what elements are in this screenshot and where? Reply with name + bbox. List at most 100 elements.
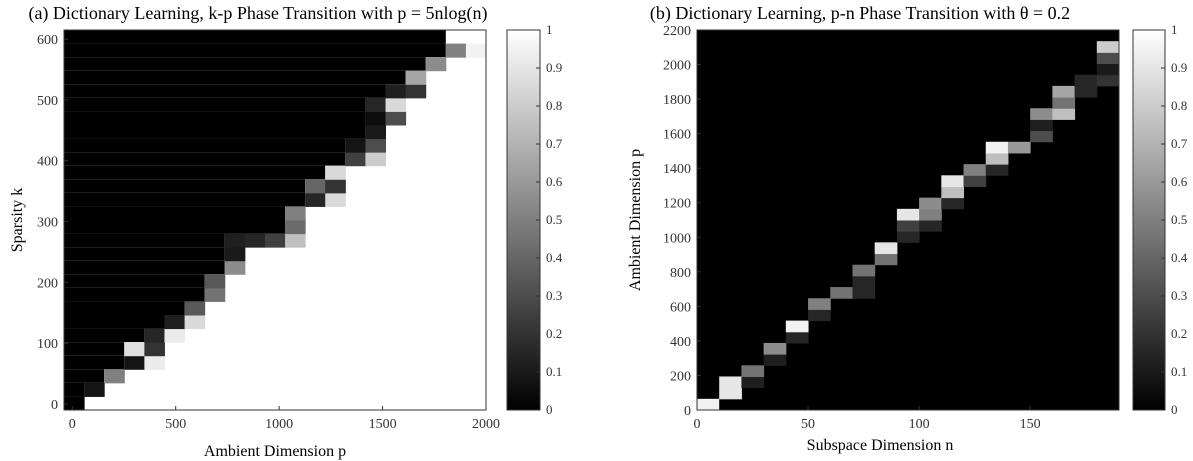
- heatmap-cell: [64, 43, 446, 58]
- heatmap-cell: [104, 369, 125, 384]
- heatmap-cell: [405, 70, 427, 85]
- y-tick-label: 300: [37, 216, 58, 231]
- heatmap-cell: [785, 320, 809, 333]
- panel-b-ticks: 0 50 100 150 0 200 400 600 800 1000 1200 1400 1600 18…: [663, 24, 1041, 432]
- colorbar-tick-label: 0.5: [546, 212, 562, 227]
- colorbar-tick-label: 0.9: [546, 60, 562, 75]
- panel-a: (a) Dictionary Learning, k-p Phase Trans…: [9, 3, 563, 460]
- heatmap-cell: [919, 220, 942, 232]
- heatmap-cell: [385, 84, 407, 99]
- heatmap-cell: [365, 111, 387, 126]
- heatmap-cell: [1074, 108, 1119, 120]
- heatmap-cell: [144, 328, 165, 343]
- heatmap-cell: [985, 141, 1009, 154]
- heatmap-cell: [919, 231, 1119, 243]
- heatmap-cell: [941, 175, 965, 187]
- x-tick-label: 1000: [265, 417, 293, 432]
- heatmap-cell: [405, 84, 427, 99]
- heatmap-cell: [719, 376, 742, 389]
- colorbar-tick-label: 0.7: [546, 136, 563, 151]
- heatmap-cell: [365, 138, 387, 153]
- heatmap-cell: [164, 328, 186, 343]
- heatmap-cell: [808, 309, 831, 322]
- panel-b-x-axis-label: Subspace Dimension n: [807, 437, 954, 454]
- heatmap-cell: [64, 84, 386, 98]
- heatmap-cell: [425, 57, 447, 72]
- y-tick-label: 200: [37, 276, 58, 291]
- colorbar-tick-label: 0: [1171, 402, 1178, 417]
- heatmap-cell: [852, 264, 876, 277]
- x-tick-label: 2000: [472, 417, 500, 432]
- y-tick-label: 600: [670, 300, 691, 315]
- heatmap-cell: [785, 331, 809, 344]
- heatmap-cell: [285, 233, 306, 248]
- heatmap-cell: [896, 242, 1119, 255]
- heatmap-cell: [941, 197, 965, 210]
- panel-b-heatmap: [697, 30, 1120, 411]
- y-tick-label: 2000: [663, 59, 691, 74]
- heatmap-cell: [305, 192, 326, 207]
- heatmap-cell: [64, 111, 366, 125]
- heatmap-cell: [763, 342, 787, 355]
- heatmap-cell: [741, 376, 765, 389]
- colorbar-tick-label: 0.1: [1171, 364, 1187, 379]
- heatmap-cell: [808, 298, 831, 310]
- heatmap-cell: [896, 231, 920, 243]
- heatmap-cell: [64, 382, 85, 397]
- y-tick-label: 1000: [663, 231, 691, 246]
- heatmap-cell: [385, 97, 407, 112]
- heatmap-cell: [204, 274, 226, 289]
- heatmap-cell: [1096, 52, 1120, 65]
- colorbar-tick-label: 0.7: [1171, 136, 1188, 151]
- heatmap-cell: [874, 242, 898, 255]
- y-tick-label: 0: [684, 404, 691, 419]
- heatmap-cell: [1096, 63, 1120, 76]
- x-tick-label: 0: [69, 417, 76, 432]
- heatmap-cell: [1052, 119, 1119, 132]
- heatmap-cell: [896, 208, 920, 221]
- panel-a-x-axis-label: Ambient Dimension p: [204, 443, 346, 460]
- heatmap-cell: [64, 247, 225, 261]
- heatmap-cell: [64, 30, 446, 44]
- colorbar-tick-label: 0.3: [546, 288, 562, 303]
- heatmap-cell: [741, 398, 1119, 411]
- heatmap-cell: [1074, 85, 1098, 98]
- colorbar-tick-label: 0.2: [546, 326, 562, 341]
- heatmap-cell: [64, 125, 366, 139]
- heatmap-cell: [874, 275, 1119, 288]
- heatmap-cell: [1007, 141, 1031, 154]
- heatmap-cell: [985, 152, 1009, 165]
- heatmap-cell: [1074, 97, 1119, 109]
- heatmap-cell: [184, 315, 206, 330]
- heatmap-cell: [445, 43, 467, 58]
- heatmap-cell: [64, 315, 165, 329]
- heatmap-cell: [874, 253, 898, 266]
- heatmap-cell: [345, 152, 366, 167]
- colorbar-tick-label: 1: [546, 22, 553, 37]
- heatmap-cell: [184, 301, 206, 316]
- heatmap-cell: [64, 260, 225, 275]
- heatmap-cell: [941, 186, 965, 199]
- heatmap-cell: [919, 208, 942, 221]
- heatmap-cell: [785, 354, 1119, 366]
- heatmap-cell: [385, 111, 407, 126]
- y-tick-label: 1400: [663, 162, 691, 177]
- heatmap-cell: [852, 275, 876, 288]
- heatmap-cell: [305, 179, 326, 194]
- heatmap-cell: [830, 309, 1119, 322]
- y-tick-label: 0: [51, 398, 58, 413]
- colorbar-tick-label: 0.9: [1171, 60, 1187, 75]
- heatmap-cell: [808, 320, 1119, 333]
- heatmap-cell: [64, 97, 366, 112]
- heatmap-cell: [1052, 97, 1076, 109]
- heatmap-cell: [64, 355, 125, 370]
- heatmap-cell: [64, 369, 105, 383]
- heatmap-cell: [985, 164, 1009, 176]
- heatmap-cell: [741, 365, 765, 377]
- heatmap-cell: [1096, 85, 1119, 98]
- heatmap-cell: [244, 233, 266, 248]
- x-tick-label: 150: [1020, 417, 1041, 432]
- heatmap-cell: [763, 365, 1119, 377]
- colorbar-tick-label: 0.4: [1171, 250, 1188, 265]
